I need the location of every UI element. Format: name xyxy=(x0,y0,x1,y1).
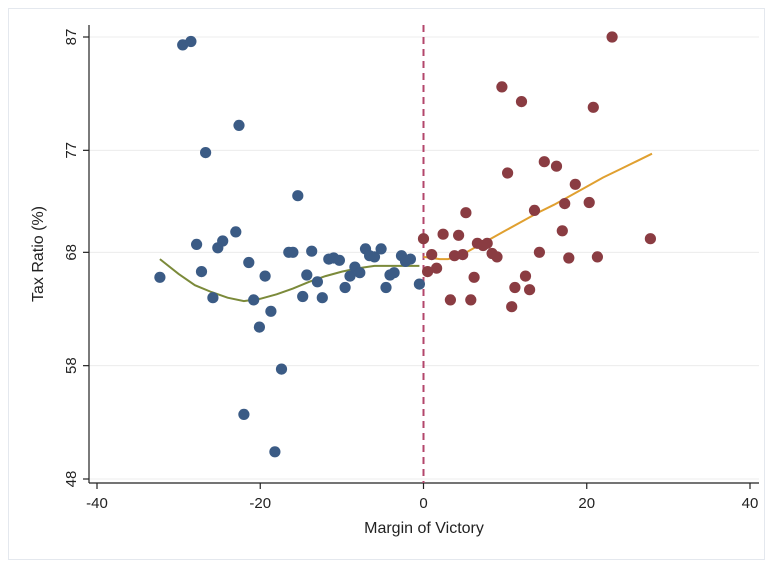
x-tick-label-4: 40 xyxy=(742,495,759,512)
right-point-35 xyxy=(606,31,618,43)
x-ticks: -40 -20 0 20 40 xyxy=(86,483,758,512)
right-point-28 xyxy=(556,225,568,237)
left-point-29 xyxy=(333,254,345,266)
right-point-36 xyxy=(644,233,657,245)
left-point-30 xyxy=(339,281,351,294)
left-point-17 xyxy=(269,446,281,458)
left-point-3 xyxy=(191,238,203,250)
y-axis-title: Tax Ratio (%) xyxy=(30,206,47,302)
right-point-17 xyxy=(496,81,508,93)
left-point-26 xyxy=(316,292,328,304)
y-tick-label-4: 87 xyxy=(63,29,80,46)
left-point-16 xyxy=(265,305,277,317)
left-point-0 xyxy=(154,271,166,283)
right-point-2 xyxy=(426,249,438,261)
right-point-10 xyxy=(465,294,477,306)
right-point-9 xyxy=(460,207,472,219)
x-axis-title: Margin of Victory xyxy=(364,520,484,537)
right-point-8 xyxy=(457,249,469,261)
x-tick-label-1: -20 xyxy=(249,495,271,512)
x-tick-label-3: 20 xyxy=(578,495,595,512)
right-point-20 xyxy=(509,281,521,294)
left-point-33 xyxy=(354,267,366,279)
right-point-31 xyxy=(569,178,581,190)
left-point-20 xyxy=(287,246,299,258)
right-point-34 xyxy=(591,251,604,263)
right-point-18 xyxy=(502,167,514,179)
y-tick-label-3: 77 xyxy=(63,142,80,159)
left-point-31 xyxy=(344,270,356,282)
left-point-44 xyxy=(413,278,425,290)
right-point-33 xyxy=(587,101,599,113)
right-point-14 xyxy=(481,237,493,249)
chart-frame: -40 -20 0 20 40 48 58 68 77 87 Margin of Victory… xyxy=(8,8,765,560)
left-point-40 xyxy=(388,267,400,279)
fit-lines xyxy=(159,152,653,303)
right-point-27 xyxy=(550,160,563,172)
left-point-14 xyxy=(253,321,265,333)
left-point-38 xyxy=(380,281,392,294)
x-tick-label-2: 0 xyxy=(419,495,427,512)
x-tick-label-0: -40 xyxy=(86,495,108,512)
scatter-chart: -40 -20 0 20 40 48 58 68 77 87 Margin of Victory… xyxy=(30,25,759,537)
right-point-21 xyxy=(515,96,528,108)
left-point-23 xyxy=(301,269,313,281)
left-point-13 xyxy=(248,294,260,306)
right-point-24 xyxy=(528,204,541,216)
left-point-9 xyxy=(230,226,242,238)
right-point-0 xyxy=(417,233,430,245)
left-point-37 xyxy=(375,243,387,255)
left-point-11 xyxy=(238,408,250,420)
right-point-25 xyxy=(533,246,546,258)
right-point-4 xyxy=(437,228,449,240)
right-point-23 xyxy=(524,284,536,296)
left-point-25 xyxy=(311,276,323,288)
right-point-32 xyxy=(583,196,595,209)
fit-line-right xyxy=(423,152,653,261)
right-point-16 xyxy=(491,251,503,263)
left-point-15 xyxy=(259,270,271,282)
right-point-22 xyxy=(519,270,532,282)
left-point-6 xyxy=(207,292,219,304)
left-point-21 xyxy=(292,190,304,202)
right-point-11 xyxy=(468,271,480,283)
fit-line-left xyxy=(159,258,420,303)
right-point-3 xyxy=(431,262,443,274)
y-tick-label-1: 58 xyxy=(63,357,80,374)
left-point-36 xyxy=(368,251,381,263)
left-point-22 xyxy=(297,290,309,303)
left-point-12 xyxy=(243,256,255,269)
y-tick-label-0: 48 xyxy=(63,471,80,488)
y-tick-label-2: 68 xyxy=(63,244,80,261)
left-point-5 xyxy=(200,147,212,159)
left-point-24 xyxy=(306,245,318,257)
right-point-29 xyxy=(559,198,571,210)
left-point-2 xyxy=(185,35,197,48)
right-point-1 xyxy=(422,266,434,278)
left-point-10 xyxy=(233,119,245,131)
data-points xyxy=(154,31,657,458)
right-point-7 xyxy=(453,229,465,241)
left-point-43 xyxy=(404,253,416,265)
right-point-26 xyxy=(538,156,550,168)
right-point-30 xyxy=(563,252,575,264)
right-point-6 xyxy=(448,250,461,262)
y-ticks: 48 58 68 77 87 xyxy=(63,29,89,488)
right-point-19 xyxy=(506,301,518,313)
left-point-18 xyxy=(275,363,288,375)
left-point-4 xyxy=(195,266,208,278)
right-point-5 xyxy=(444,294,456,306)
left-point-8 xyxy=(217,235,229,247)
